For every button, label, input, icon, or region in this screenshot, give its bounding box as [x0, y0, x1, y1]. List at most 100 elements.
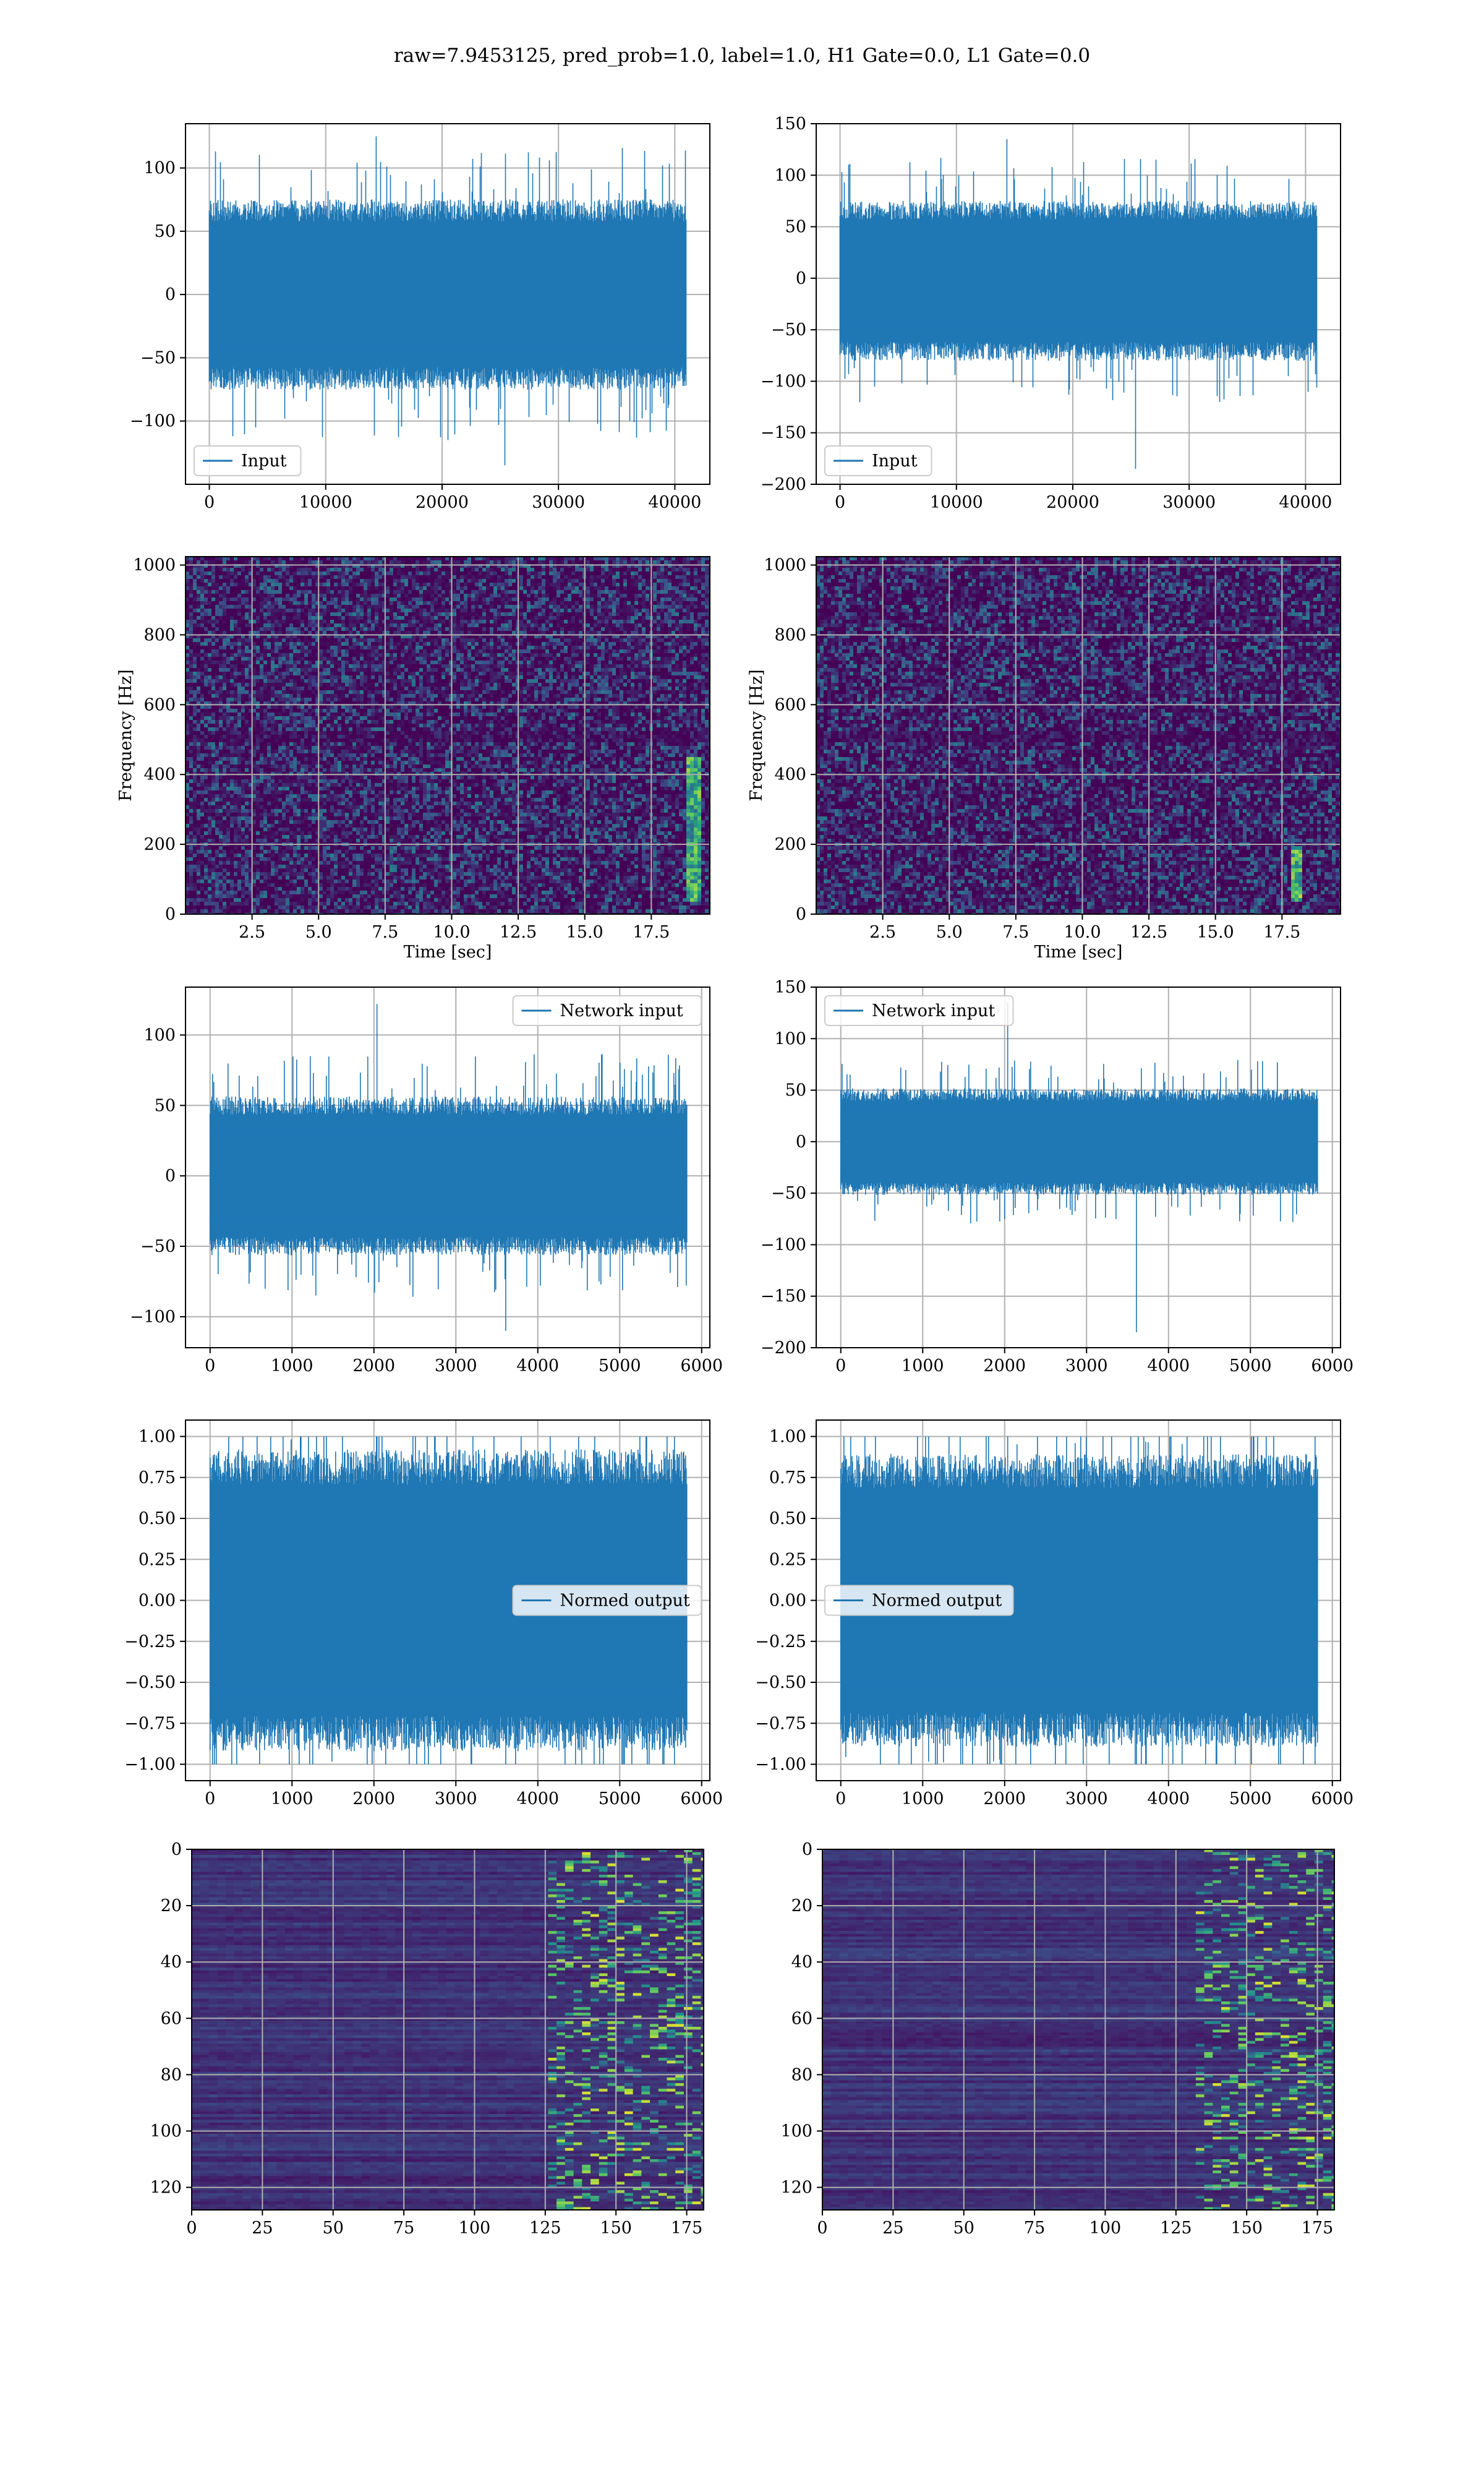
heat-cell	[556, 571, 560, 575]
heat-cell	[467, 623, 471, 627]
heat-cell	[608, 638, 612, 642]
heat-cell	[412, 683, 416, 687]
heat-cell	[197, 638, 200, 642]
heat-cell	[282, 672, 286, 675]
heat-cell	[605, 664, 608, 668]
heat-cell	[349, 642, 352, 646]
heat-cell	[441, 668, 445, 672]
heat-cell	[334, 601, 338, 605]
heat-cell	[505, 568, 508, 571]
heat-cell	[642, 590, 646, 594]
heat-cell	[371, 575, 375, 579]
heat-cell	[408, 653, 412, 657]
heat-cell	[590, 597, 594, 601]
heat-cell	[200, 675, 204, 679]
heat-cell	[352, 631, 356, 635]
heat-cell	[245, 675, 249, 679]
heat-cell	[404, 642, 408, 646]
heat-cell	[657, 653, 660, 657]
heat-cell	[501, 616, 505, 620]
heat-cell	[267, 616, 271, 620]
heat-cell	[605, 657, 608, 661]
heat-cell	[301, 642, 304, 646]
heat-cell	[501, 564, 505, 568]
heat-cell	[601, 672, 605, 675]
y-tick-label: 50	[785, 218, 806, 237]
heat-cell	[501, 638, 505, 642]
heat-cell	[616, 672, 620, 675]
heat-cell	[542, 568, 545, 571]
heat-cell	[608, 675, 612, 679]
heat-cell	[308, 590, 312, 594]
heat-cell	[646, 679, 649, 683]
heat-cell	[323, 612, 326, 616]
heat-cell	[401, 664, 404, 668]
heat-cell	[664, 601, 668, 605]
heat-cell	[631, 601, 634, 605]
heat-cell	[568, 623, 571, 627]
heat-cell	[493, 661, 497, 664]
heat-cell	[627, 579, 631, 583]
heat-cell	[586, 612, 590, 616]
heat-cell	[241, 609, 245, 612]
heat-cell	[527, 579, 531, 583]
heat-cell	[245, 557, 249, 560]
heat-cell	[553, 679, 556, 683]
heat-cell	[382, 623, 386, 627]
heat-cell	[319, 612, 323, 616]
heat-cell	[204, 623, 208, 627]
heat-cell	[397, 657, 401, 661]
heat-cell	[356, 605, 360, 609]
heat-cell	[564, 609, 568, 612]
x-tick-label: 40000	[1279, 493, 1332, 512]
heat-cell	[234, 571, 237, 575]
heat-cell	[293, 557, 297, 560]
heat-cell	[308, 579, 312, 583]
heat-cell	[594, 664, 597, 668]
heat-cell	[223, 675, 226, 679]
heat-cell	[289, 609, 293, 612]
heat-cell	[512, 631, 516, 635]
heat-cell	[249, 590, 252, 594]
heat-cell	[360, 631, 364, 635]
heat-cell	[364, 597, 367, 601]
heat-cell	[594, 601, 597, 605]
heat-cell	[519, 638, 523, 642]
heat-cell	[356, 635, 360, 638]
heat-cell	[449, 579, 453, 583]
heat-cell	[441, 583, 445, 586]
heat-cell	[556, 586, 560, 590]
heat-cell	[516, 646, 519, 649]
heat-cell	[538, 612, 542, 616]
heat-cell	[686, 646, 690, 649]
heat-cell	[456, 597, 460, 601]
heat-cell	[271, 683, 275, 687]
heat-cell	[605, 668, 608, 672]
legend: Input	[824, 445, 932, 476]
heat-cell	[556, 564, 560, 568]
heat-cell	[597, 627, 601, 631]
heat-cell	[390, 638, 393, 642]
heat-cell	[542, 661, 545, 664]
heat-cell	[475, 683, 479, 687]
heat-cell	[497, 564, 501, 568]
heat-cell	[675, 571, 679, 575]
heat-cell	[204, 646, 208, 649]
heat-cell	[375, 579, 378, 583]
heat-cell	[697, 635, 701, 638]
heat-cell	[534, 590, 538, 594]
heat-cell	[634, 609, 638, 612]
heat-cell	[404, 605, 408, 609]
heat-cell	[642, 653, 646, 657]
heat-cell	[512, 649, 516, 653]
heat-cell	[260, 564, 263, 568]
heat-cell	[523, 590, 527, 594]
heat-cell	[367, 668, 371, 672]
heat-cell	[200, 616, 204, 620]
heat-cell	[631, 653, 634, 657]
heat-cell	[683, 672, 686, 675]
heat-cell	[349, 631, 352, 635]
heat-cell	[556, 664, 560, 668]
heat-cell	[623, 642, 627, 646]
heat-cell	[694, 657, 697, 661]
